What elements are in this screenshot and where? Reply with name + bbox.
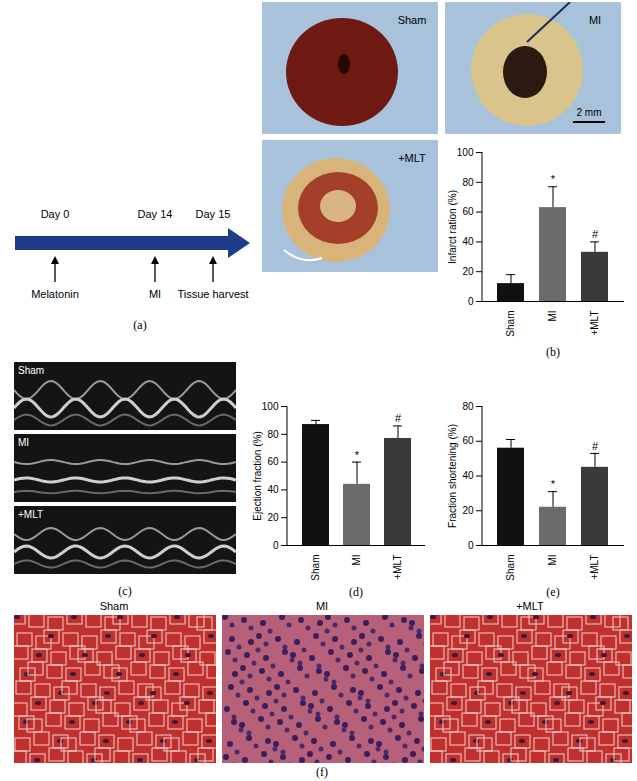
svg-text:0: 0 [273, 540, 279, 551]
svg-text:20: 20 [267, 512, 279, 523]
svg-text:100: 100 [262, 401, 279, 412]
svg-text:0: 0 [468, 296, 474, 307]
svg-text:Ejection fraction (%): Ejection fraction (%) [252, 431, 263, 520]
html-text:MI: MI [315, 600, 329, 612]
svg-text:80: 80 [462, 177, 474, 188]
svg-text:Day 0: Day 0 [41, 208, 70, 220]
svg-text:Sham: Sham [398, 14, 427, 26]
svg-text:60: 60 [462, 435, 474, 446]
svg-text:Sham: Sham [505, 555, 516, 581]
svg-text:Infarct ration (%): Infarct ration (%) [447, 190, 458, 264]
svg-text:Sham: Sham [505, 311, 516, 337]
svg-text:MI: MI [547, 555, 558, 566]
svg-text:*: * [551, 478, 556, 490]
svg-text:80: 80 [462, 401, 474, 412]
svg-text:40: 40 [462, 236, 474, 247]
svg-text:20: 20 [462, 505, 474, 516]
svg-text:40: 40 [462, 470, 474, 481]
svg-text:#: # [592, 440, 599, 452]
svg-text:Sham: Sham [18, 365, 44, 376]
html-text:(f): (f) [316, 765, 328, 779]
svg-text:MI: MI [149, 288, 161, 300]
svg-text:+MLT: +MLT [589, 311, 600, 336]
html-text:(d): (d) [349, 585, 363, 599]
svg-text:2 mm: 2 mm [577, 107, 602, 118]
svg-text:MI: MI [18, 437, 29, 448]
svg-text:Day 15: Day 15 [196, 208, 231, 220]
svg-text:40: 40 [267, 484, 279, 495]
svg-text:Fraction shortening (%): Fraction shortening (%) [447, 424, 458, 528]
svg-text:100: 100 [457, 147, 474, 158]
svg-text:60: 60 [462, 206, 474, 217]
svg-text:MI: MI [351, 555, 362, 566]
svg-text:20: 20 [462, 266, 474, 277]
svg-text:+MLT: +MLT [18, 509, 43, 520]
html-text:+MLT: +MLT [516, 600, 544, 612]
html-text:(c): (c) [118, 584, 132, 598]
svg-text:#: # [395, 412, 402, 424]
svg-text:MI: MI [547, 311, 558, 322]
html-text:Sham: Sham [99, 600, 129, 612]
svg-text:80: 80 [267, 429, 279, 440]
svg-text:MI: MI [589, 14, 601, 26]
svg-text:*: * [355, 449, 360, 461]
svg-text:Melatonin: Melatonin [31, 288, 79, 300]
svg-text:Day 14: Day 14 [138, 208, 173, 220]
svg-text:+MLT: +MLT [589, 555, 600, 580]
svg-text:+MLT: +MLT [392, 555, 403, 580]
svg-text:Sham: Sham [310, 555, 321, 581]
svg-text:60: 60 [267, 456, 279, 467]
html-text:(b): (b) [546, 345, 560, 359]
svg-text:+MLT: +MLT [398, 152, 426, 164]
svg-text:#: # [592, 228, 599, 240]
html-text:(e): (e) [546, 585, 560, 599]
svg-text:0: 0 [468, 540, 474, 551]
html-text:(a): (a) [133, 318, 147, 332]
svg-text:*: * [551, 173, 556, 185]
svg-text:Tissue harvest: Tissue harvest [177, 288, 248, 300]
